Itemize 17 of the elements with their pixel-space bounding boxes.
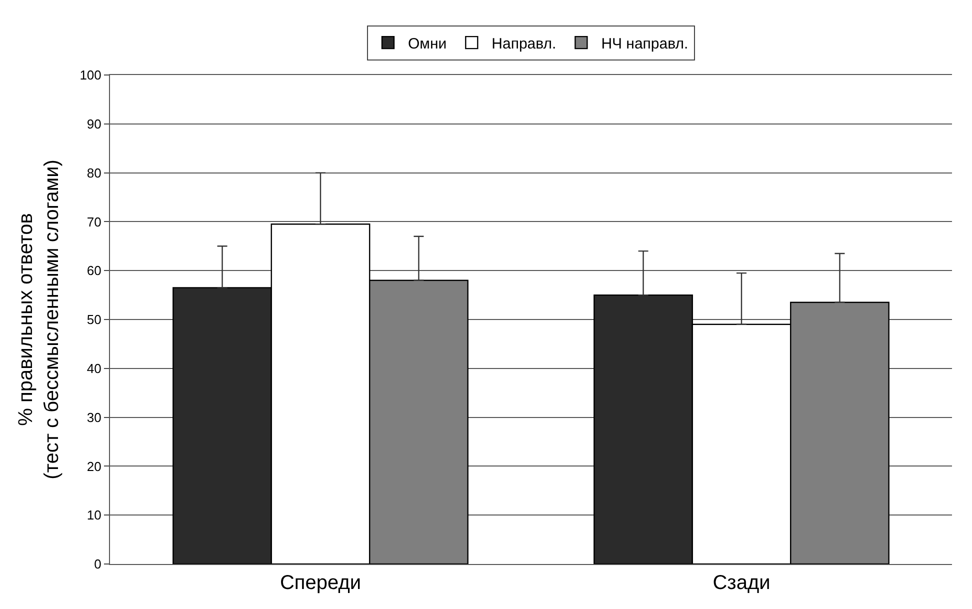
legend-label: Омни: [408, 35, 447, 52]
y-tick-label: 30: [86, 410, 102, 425]
y-tick-label: 90: [86, 116, 102, 132]
y-tick-label: 50: [86, 312, 102, 328]
y-tick-label: 20: [86, 458, 102, 474]
legend-label: НЧ направл.: [601, 35, 688, 52]
y-axis-title: % правильных ответов (тест с бессмысленными слогами): [15, 160, 64, 480]
y-tick-label: 80: [86, 165, 102, 180]
y-tick-label: 0: [94, 556, 102, 572]
y-tick-label: 60: [86, 263, 102, 278]
y-tick-label: 100: [80, 68, 102, 83]
y-tick-label: 70: [86, 214, 102, 230]
y-tick-label: 10: [86, 508, 102, 523]
legend-label: Направл.: [492, 35, 556, 52]
y-tick-label: 40: [86, 360, 102, 376]
x-tick-label: Сзади: [712, 572, 770, 594]
x-tick-label: Спереди: [280, 572, 362, 594]
